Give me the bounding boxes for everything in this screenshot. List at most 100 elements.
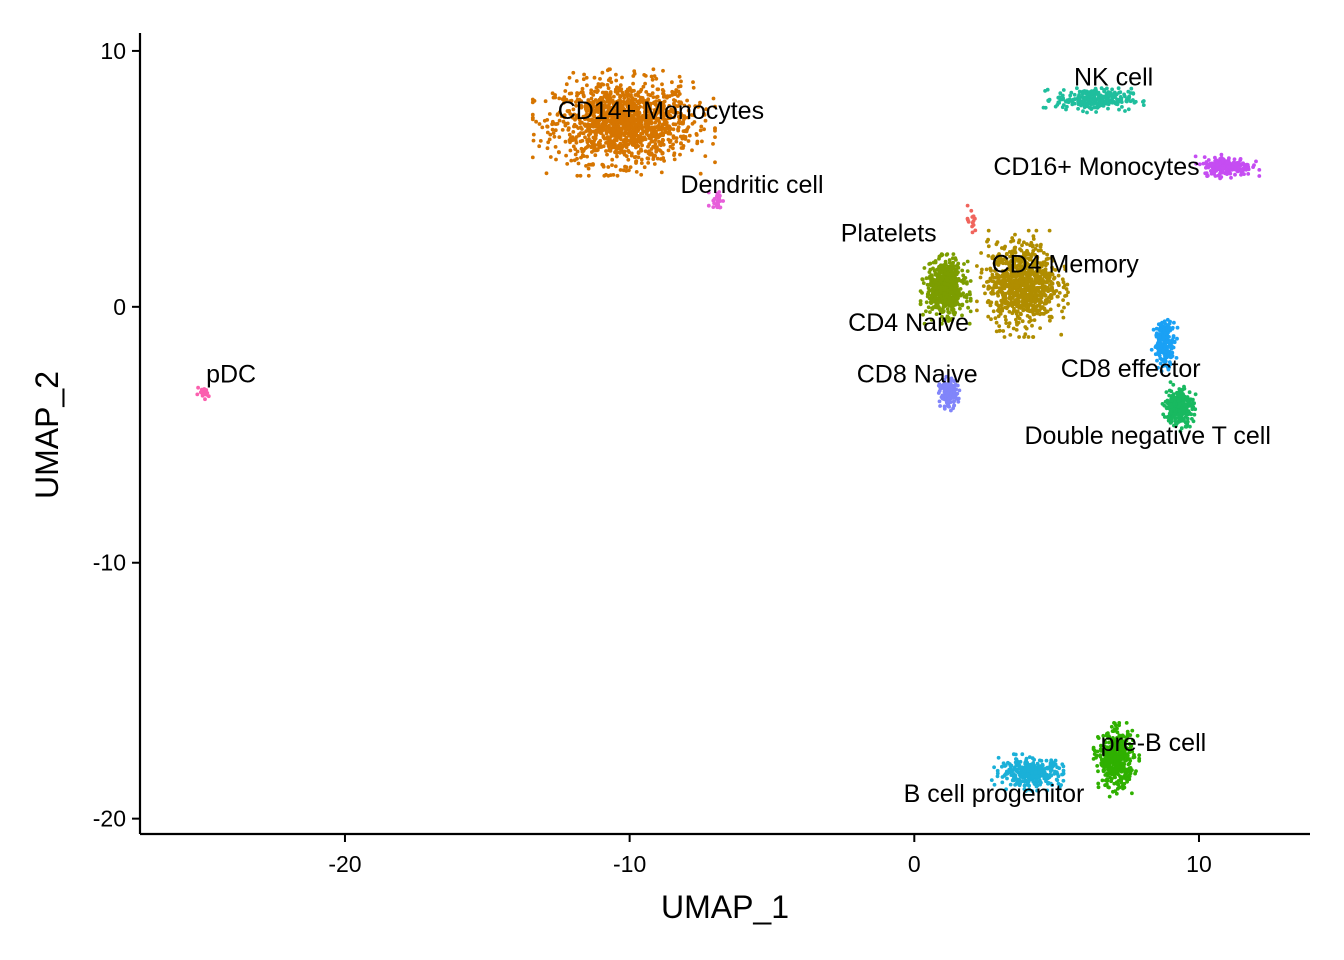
data-point — [634, 159, 638, 164]
data-point — [618, 113, 623, 118]
data-point — [1123, 109, 1127, 113]
data-point — [937, 256, 941, 261]
data-point — [1096, 97, 1101, 102]
data-point — [1022, 774, 1027, 778]
data-point — [970, 230, 975, 235]
data-point — [1178, 415, 1183, 419]
data-point — [938, 273, 942, 278]
data-point — [587, 123, 592, 127]
data-point — [702, 113, 707, 117]
data-point — [690, 148, 694, 153]
data-point — [1105, 782, 1109, 787]
data-point — [1254, 159, 1258, 164]
data-point — [930, 288, 934, 292]
data-point — [639, 157, 644, 162]
data-point — [717, 190, 722, 194]
data-point — [1242, 172, 1246, 177]
data-point — [1043, 298, 1048, 303]
data-point — [594, 104, 599, 109]
data-point — [1049, 314, 1054, 319]
data-point — [704, 107, 709, 112]
data-point — [639, 172, 644, 177]
data-point — [950, 263, 955, 267]
data-point — [1034, 778, 1039, 783]
data-point — [612, 138, 617, 142]
data-point — [943, 259, 948, 264]
data-point — [1048, 318, 1052, 323]
data-point — [1083, 96, 1088, 100]
data-point — [1094, 110, 1098, 114]
data-point — [661, 68, 665, 73]
data-point — [1003, 314, 1008, 319]
data-point — [1194, 161, 1199, 166]
data-point — [1167, 328, 1172, 333]
data-point — [940, 314, 944, 319]
data-point — [1113, 749, 1118, 754]
data-point — [1166, 367, 1171, 372]
data-point — [1110, 96, 1115, 100]
data-point — [609, 134, 613, 139]
data-point — [606, 105, 611, 109]
data-point — [996, 755, 1001, 760]
data-point — [620, 75, 624, 80]
data-point — [648, 152, 652, 157]
data-point — [573, 117, 577, 122]
data-point — [651, 67, 656, 72]
data-point — [1007, 321, 1012, 326]
data-point — [677, 117, 682, 122]
data-point — [1117, 107, 1121, 112]
data-point — [1042, 307, 1047, 312]
data-point — [585, 154, 589, 159]
data-point — [992, 782, 997, 787]
data-point — [649, 139, 654, 144]
data-point — [1172, 320, 1176, 325]
cluster-points-9 — [1160, 380, 1198, 434]
data-point — [201, 392, 206, 396]
data-point — [997, 324, 1002, 328]
data-point — [553, 145, 558, 149]
data-point — [1155, 358, 1159, 363]
data-point — [1000, 269, 1005, 274]
data-point — [924, 300, 929, 305]
data-point — [1118, 774, 1122, 779]
data-point — [1115, 730, 1120, 735]
data-point — [962, 262, 966, 266]
cluster-label: CD4 Memory — [992, 250, 1140, 278]
data-point — [1108, 767, 1113, 772]
data-point — [1169, 417, 1174, 421]
data-point — [1027, 257, 1032, 262]
data-point — [1177, 387, 1182, 391]
data-point — [1028, 243, 1032, 248]
data-point — [678, 84, 683, 89]
data-point — [676, 94, 680, 98]
data-point — [1015, 284, 1020, 289]
data-point — [633, 155, 638, 159]
data-point — [590, 106, 595, 110]
data-point — [1098, 753, 1102, 757]
data-point — [1126, 732, 1130, 736]
data-point — [671, 110, 676, 115]
data-point — [682, 117, 686, 122]
data-point — [1057, 283, 1061, 288]
data-point — [639, 120, 644, 125]
data-point — [938, 263, 943, 268]
data-point — [1126, 107, 1131, 112]
data-point — [672, 101, 676, 106]
data-point — [625, 103, 630, 108]
data-point — [942, 406, 947, 411]
data-point — [567, 75, 572, 80]
data-point — [604, 149, 608, 153]
data-point — [605, 68, 610, 73]
data-point — [670, 80, 674, 85]
data-point — [1019, 266, 1024, 271]
data-point — [1109, 759, 1114, 763]
data-point — [1025, 766, 1030, 770]
data-point — [662, 104, 666, 108]
data-point — [568, 148, 573, 153]
data-point — [614, 78, 619, 83]
data-point — [672, 153, 676, 158]
data-point — [947, 318, 952, 323]
data-point — [951, 307, 956, 312]
data-point — [629, 151, 634, 156]
